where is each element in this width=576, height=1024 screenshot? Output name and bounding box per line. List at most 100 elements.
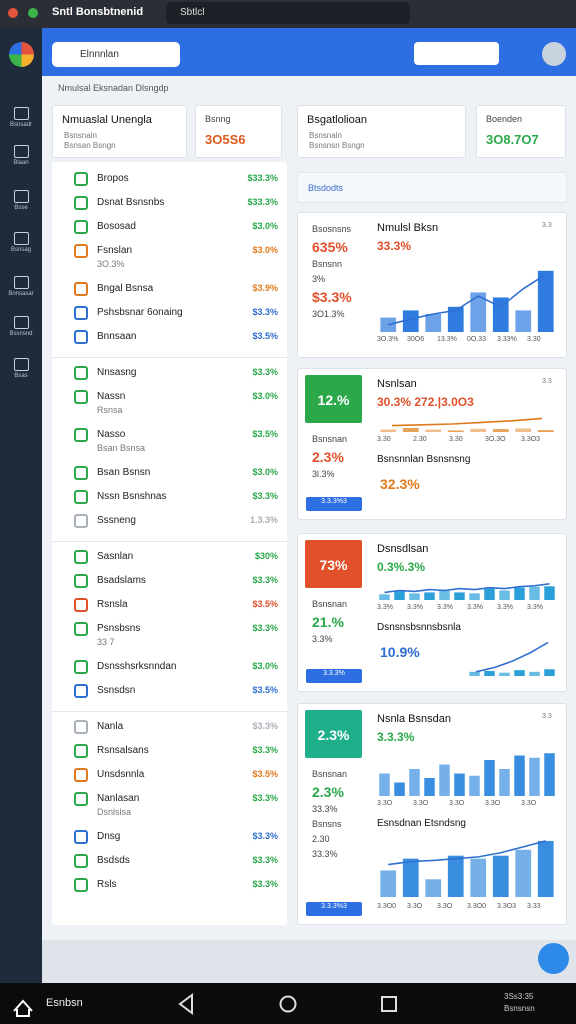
trend-line [384,583,550,594]
x-label: 3O.3O [485,436,506,443]
stat: 2.30 [312,834,330,844]
card-button[interactable] [306,902,362,916]
row-icon[interactable] [74,244,88,258]
row-icon[interactable] [74,306,88,320]
card-headline2: 32.3% [380,476,420,492]
divider [52,541,287,542]
row-icon[interactable] [74,330,88,344]
card-button[interactable] [306,497,362,511]
row-value: $3.3% [252,855,278,865]
card-chart [380,270,554,332]
row-icon[interactable] [74,196,88,210]
card-title2: Bsnsnnlan Bsnsnsng [377,454,471,465]
bar [499,672,510,676]
row-icon[interactable] [74,622,88,636]
avatar[interactable] [542,42,566,66]
row-label: Nnsasng [97,367,137,378]
sidebar-icon[interactable] [14,232,29,245]
row-icon[interactable] [74,830,88,844]
row-icon[interactable] [74,466,88,480]
sidebar-icon[interactable] [14,145,29,158]
filter-label: Btsdodts [308,183,344,193]
row-icon[interactable] [74,514,88,528]
x-label: 3.3% [437,604,453,611]
back-icon[interactable] [178,993,193,1015]
sidebar-label: Bsnsag [10,247,31,253]
row-label: Bsan Bsnsn [97,467,151,478]
bar [379,773,390,796]
stat: 3l.3% [312,469,335,479]
row-icon[interactable] [74,598,88,612]
sidebar-icon[interactable] [14,276,29,289]
row-value: $3.3% [252,575,278,585]
card-headline: 0.3%.3% [377,560,426,574]
bar [529,586,540,600]
row-icon[interactable] [74,282,88,296]
filter-bar[interactable] [297,172,567,203]
card-title2: Esnsdnan Etsndsng [377,818,466,829]
row-label: Dsnat Bsnsnbs [97,197,165,208]
bar [515,849,532,897]
row-value: $3.3% [252,491,278,501]
row-icon[interactable] [74,720,88,734]
stat: 2.3% [312,449,344,465]
bar [424,592,435,600]
left-panel [52,162,287,925]
search-box[interactable] [52,42,180,67]
row-label: Bososad [97,221,136,232]
row-icon[interactable] [74,574,88,588]
bar [529,757,540,796]
x-label: 3.33 [527,903,541,910]
row-icon[interactable] [74,854,88,868]
card-title: Nsnlsan [377,378,417,390]
row-icon[interactable] [74,172,88,186]
home-button[interactable] [279,995,297,1013]
header-dropdown[interactable] [414,42,499,65]
card-button[interactable] [306,669,362,683]
fab[interactable] [538,943,569,974]
stat: Bsosnsns [312,224,352,234]
row-icon[interactable] [74,390,88,404]
sidebar-icon[interactable] [14,190,29,203]
row-icon[interactable] [74,660,88,674]
row-icon[interactable] [74,366,88,380]
sidebar-icon[interactable] [14,316,29,329]
card-tick: 3.3 [542,222,552,229]
bar [425,314,442,332]
max-dot[interactable] [28,8,38,18]
logo[interactable] [9,42,34,67]
row-icon[interactable] [74,550,88,564]
row-label: Nasso [97,429,126,440]
row-icon[interactable] [74,744,88,758]
sidebar-icon[interactable] [14,107,29,120]
summary-line: Bsnsnsn Bsngn [309,141,365,150]
row-icon[interactable] [74,768,88,782]
x-label: 3.3% [377,604,393,611]
summary-value: 3O8.7O7 [486,132,539,147]
row-value: $3.3% [252,879,278,889]
tab[interactable] [166,2,410,24]
summary-card [476,105,566,158]
row-icon[interactable] [74,684,88,698]
row-value: $3.3% [252,831,278,841]
row-icon[interactable] [74,220,88,234]
row-label: Dnsg [97,831,121,842]
x-label: 3.30 [449,436,463,443]
row-icon[interactable] [74,490,88,504]
close-dot[interactable] [8,8,18,18]
summary-title: Nmuaslal Unengla [62,114,152,126]
row-value: $3.3% [252,307,278,317]
home-icon[interactable] [13,999,33,1017]
row-icon[interactable] [74,428,88,442]
row-value: $3.3% [252,793,278,803]
bar [537,840,554,897]
row-icon[interactable] [74,792,88,806]
sidebar-icon[interactable] [14,358,29,371]
trend-line [475,641,549,673]
recents-button[interactable] [381,996,397,1012]
row-icon[interactable] [74,878,88,892]
stat: 635% [312,239,348,255]
row-label: Nssn Bsnshnas [97,491,167,502]
bar [515,310,532,332]
row-label: Nanla [97,721,124,732]
